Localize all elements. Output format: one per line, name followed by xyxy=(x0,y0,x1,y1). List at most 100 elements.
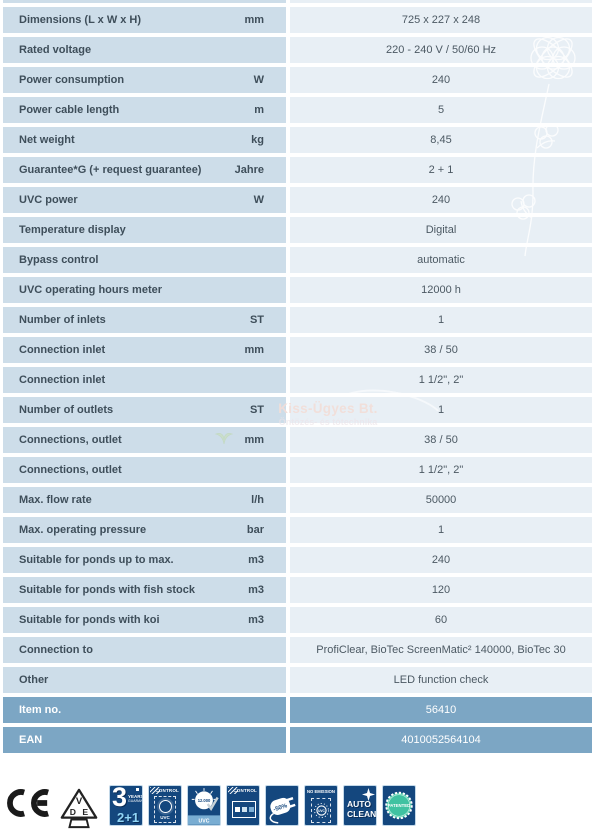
table-row-partial xyxy=(3,0,592,3)
badge-years-number: 3 xyxy=(112,785,128,812)
spec-value: 240 xyxy=(431,74,451,86)
spec-label-cell: Connection inlet xyxy=(3,367,286,393)
table-row: Suitable for ponds with koi m3 60 xyxy=(3,607,592,633)
spec-value: 220 - 240 V / 50/60 Hz xyxy=(385,44,497,56)
uvc-label: UVC xyxy=(160,814,170,820)
spec-value-cell: 4010052564104 xyxy=(290,727,592,753)
spec-value-cell: 1 xyxy=(290,307,592,333)
certification-badges: V D E 3 YEARS GUARANTEE 2+1 CONTROL UVC xyxy=(5,785,416,830)
spec-rows: Dimensions (L x W x H) mm 725 x 227 x 24… xyxy=(3,7,592,753)
dashed-frame: UVC xyxy=(311,798,331,823)
spec-label: Net weight xyxy=(19,134,75,146)
spec-unit: ST xyxy=(249,314,264,326)
spec-value-cell: LED function check xyxy=(290,667,592,693)
spec-label: Rated voltage xyxy=(19,44,92,56)
spec-label: UVC power xyxy=(19,194,78,206)
spec-label-cell: EAN xyxy=(3,727,286,753)
table-row: Number of outlets ST 1 xyxy=(3,397,592,423)
spec-value-cell: 1 1/2", 2" xyxy=(290,457,592,483)
table-row: Net weight kg 8,45 xyxy=(3,127,592,153)
spec-unit: mm xyxy=(244,14,264,26)
spec-unit: l/h xyxy=(251,494,264,506)
uvc-bulb-icon xyxy=(158,799,172,813)
stripes-icon xyxy=(150,787,160,794)
spec-label-cell: Item no. xyxy=(3,697,286,723)
spec-value: 1 xyxy=(437,314,445,326)
table-row: Power cable length m 5 xyxy=(3,97,592,123)
table-row: Connections, outlet 1 1/2", 2" xyxy=(3,457,592,483)
table-row: Guarantee*G (+ request guarantee) Jahre … xyxy=(3,157,592,183)
spec-table: Dimensions (L x W x H) mm 725 x 227 x 24… xyxy=(3,0,592,757)
no-emission-title: NO EMISSION xyxy=(307,789,335,794)
badge-energy-saving-50: -50% xyxy=(265,785,299,826)
spec-label: Guarantee*G (+ request guarantee) xyxy=(19,164,202,176)
spec-value: 240 xyxy=(431,554,451,566)
spec-value-cell: 120 xyxy=(290,577,592,603)
spec-label-cell: Connection to xyxy=(3,637,286,663)
badge-uvc-12000-hours: 12.000 UVC xyxy=(187,785,221,826)
badge-no-emission: NO EMISSION UVC xyxy=(304,785,338,826)
clean-text: CLEAN xyxy=(347,809,377,819)
spec-label: Max. flow rate xyxy=(19,494,92,506)
svg-text:-50%: -50% xyxy=(272,802,288,813)
spec-value-cell: 38 / 50 xyxy=(290,427,592,453)
spec-value-cell: 1 xyxy=(290,517,592,543)
spec-value: 120 xyxy=(431,584,451,596)
spec-unit: m3 xyxy=(248,584,264,596)
spec-label-cell: Power cable length m xyxy=(3,97,286,123)
spec-unit: m3 xyxy=(248,614,264,626)
spec-label: Power cable length xyxy=(19,104,120,116)
table-row: Connection inlet mm 38 / 50 xyxy=(3,337,592,363)
spec-label: Suitable for ponds with fish stock xyxy=(19,584,196,596)
spec-label-cell: Suitable for ponds with fish stock m3 xyxy=(3,577,286,603)
spec-label: Temperature display xyxy=(19,224,126,236)
spec-value-cell: 38 / 50 xyxy=(290,337,592,363)
spec-value: 38 / 50 xyxy=(424,434,458,446)
table-row: Other LED function check xyxy=(3,667,592,693)
svg-text:UVC: UVC xyxy=(318,809,325,813)
spec-label-cell: Number of inlets ST xyxy=(3,307,286,333)
spec-value: automatic xyxy=(417,254,465,266)
spec-unit: Jahre xyxy=(234,164,264,176)
table-row: Max. operating pressure bar 1 xyxy=(3,517,592,543)
spec-value-cell: 240 xyxy=(290,187,592,213)
spec-label-cell: Guarantee*G (+ request guarantee) Jahre xyxy=(3,157,286,183)
spec-unit: kg xyxy=(251,134,264,146)
spec-value: 1 1/2", 2" xyxy=(418,374,464,386)
spec-label-cell: Bypass control xyxy=(3,247,286,273)
svg-text:D: D xyxy=(70,807,76,817)
plug-graphic: -50% xyxy=(269,797,296,824)
stripes-icon xyxy=(228,787,238,794)
uvc-hours-graphic: 12.000 UVC xyxy=(188,788,220,825)
spec-value: 8,45 xyxy=(430,134,452,146)
table-row: Power consumption W 240 xyxy=(3,67,592,93)
table-row: Bypass control automatic xyxy=(3,247,592,273)
spec-unit: mm xyxy=(244,344,264,356)
badge-auto-clean: AUTO CLEAN xyxy=(343,785,377,826)
spec-label-cell: Max. operating pressure bar xyxy=(3,517,286,543)
spec-value: LED function check xyxy=(393,674,489,686)
spec-label: Suitable for ponds with koi xyxy=(19,614,160,626)
spec-value: 1 xyxy=(437,404,445,416)
spec-label-cell: Suitable for ponds with koi m3 xyxy=(3,607,286,633)
spec-label-cell: Dimensions (L x W x H) mm xyxy=(3,7,286,33)
spec-label: Bypass control xyxy=(19,254,99,266)
spec-value-cell: 56410 xyxy=(290,697,592,723)
spec-label-cell: UVC operating hours meter xyxy=(3,277,286,303)
spec-label: Connections, outlet xyxy=(19,464,122,476)
spec-value: 725 x 227 x 248 xyxy=(401,14,481,26)
spec-value: 50000 xyxy=(425,494,457,506)
spec-label-cell: Number of outlets ST xyxy=(3,397,286,423)
uvc-bulb-icon: UVC xyxy=(313,803,329,818)
spec-label-cell: Rated voltage xyxy=(3,37,286,63)
table-row: Temperature display Digital xyxy=(3,217,592,243)
badge-2plus1-text: 2+1 xyxy=(117,810,140,825)
spec-value: 56410 xyxy=(425,704,457,716)
spec-label-cell xyxy=(3,0,286,3)
spec-unit: m xyxy=(254,104,264,116)
spec-label-cell: Connections, outlet mm xyxy=(3,427,286,453)
table-row: UVC power W 240 xyxy=(3,187,592,213)
table-row: EAN 4010052564104 xyxy=(3,727,592,753)
spec-value-cell: 50000 xyxy=(290,487,592,513)
